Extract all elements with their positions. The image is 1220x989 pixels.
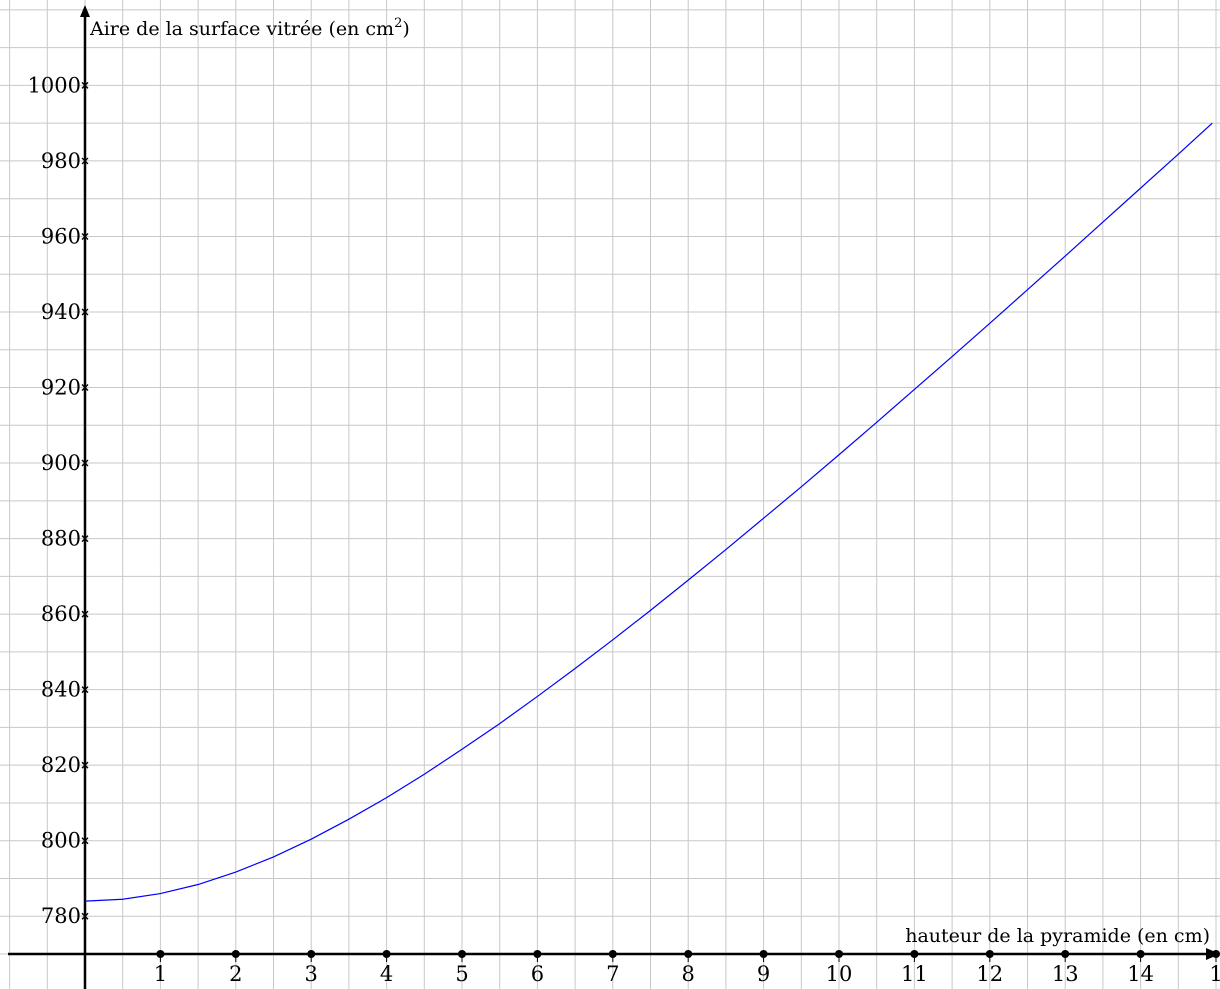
series-line-1 bbox=[85, 123, 1212, 901]
x-tick-label: 11 bbox=[901, 962, 928, 986]
x-tick-label: 3 bbox=[305, 962, 318, 986]
x-tick-label: 8 bbox=[682, 962, 695, 986]
y-tick-label: 1000 bbox=[28, 73, 81, 97]
x-tick-label: 14 bbox=[1127, 962, 1154, 986]
x-tick-label: 7 bbox=[606, 962, 619, 986]
y-tick-label: 860 bbox=[41, 602, 81, 626]
x-tick-label: 5 bbox=[455, 962, 468, 986]
y-axis-arrow bbox=[80, 5, 90, 17]
x-tick-label: 1 bbox=[154, 962, 167, 986]
y-tick-label: 780 bbox=[41, 904, 81, 928]
x-tick-label: 9 bbox=[757, 962, 770, 986]
x-tick-label: 13 bbox=[1052, 962, 1079, 986]
x-tick-label: 4 bbox=[380, 962, 393, 986]
x-axis-title: hauteur de la pyramide (en cm) bbox=[905, 925, 1210, 947]
y-tick-label: 900 bbox=[41, 451, 81, 475]
x-tick-label: 6 bbox=[531, 962, 544, 986]
y-tick-label: 820 bbox=[41, 753, 81, 777]
y-tick-label: 920 bbox=[41, 376, 81, 400]
axes bbox=[8, 5, 1220, 989]
y-axis-title: Aire de la surface vitrée (en cm2) bbox=[89, 16, 410, 40]
x-tick-label: 1 bbox=[1209, 962, 1220, 986]
series-layer bbox=[85, 123, 1212, 901]
y-tick-label: 880 bbox=[41, 527, 81, 551]
y-tick-label: 800 bbox=[41, 829, 81, 853]
y-tick-label: 840 bbox=[41, 678, 81, 702]
x-tick-label: 10 bbox=[826, 962, 853, 986]
y-tick-label: 960 bbox=[41, 224, 81, 248]
x-tick-label: 12 bbox=[976, 962, 1003, 986]
tick-layer: 1234567891011121314178080082084086088090… bbox=[28, 73, 1220, 986]
x-tick-label: 2 bbox=[229, 962, 242, 986]
y-tick-label: 940 bbox=[41, 300, 81, 324]
y-tick-label: 980 bbox=[41, 149, 81, 173]
